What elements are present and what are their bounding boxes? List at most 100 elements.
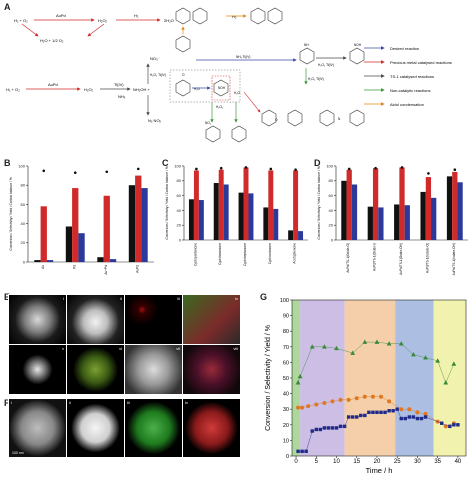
x-tick-label: 5 [315,459,319,465]
bar [243,167,249,240]
panel-label-f: F [4,398,10,408]
legend-precious-metal: Precious metal catalysed reactions [390,60,452,65]
eds-overlay-e-iv: iv [182,294,241,345]
panel-label-c: C [162,158,169,168]
data-point [386,341,392,346]
data-point [330,399,335,404]
bar [431,197,437,240]
data-point [362,339,368,344]
data-point [297,373,303,379]
panel-label-d: D [314,158,321,168]
tem-image-e-ii: ii [66,294,125,345]
chart-c: 0 20 40 60 80 100 Conversion / Selectivity / Y… [165,163,308,266]
cell-label: i [11,400,12,405]
data-point [322,400,327,405]
data-point [306,404,311,409]
marker-point [244,166,248,169]
data-point [383,410,387,415]
data-point [300,405,305,410]
oxime-label-a: NOH [218,86,226,90]
data-point [314,427,318,432]
data-point [391,409,395,413]
bar [346,169,352,240]
data-point [314,402,319,407]
y-tick-label: 100 [280,298,289,304]
bar [425,177,432,240]
legend-desired: Desired reaction [390,46,419,51]
bar [109,259,117,262]
bar [65,226,73,262]
data-point [359,413,363,418]
data-point [387,409,391,413]
top-water: 2H₂O [164,18,174,23]
cell-label: i [63,296,64,301]
x-tick-label: 25 [394,459,401,465]
marker-point [269,167,273,171]
ti-label-c: H₂O₂ Ti(IV) [308,77,324,81]
y-tick-label: 40 [21,221,26,226]
oxime-label-b: NOH [354,43,362,47]
bar [135,175,142,262]
nh3-ti-label: NH₃ Ti(IV) [236,55,250,59]
marker-point [136,167,140,171]
data-point [338,397,343,402]
tem-image-e-vii: vii [124,344,183,395]
data-point [355,415,359,419]
data-point [296,405,301,410]
bar [288,230,294,240]
top-decomposition: H₂O + 1/2 O₂ [40,38,64,43]
peroxide-o: O [275,118,278,122]
mid-catalyst: AuPd [48,82,58,87]
y-tick-label: 50 [283,376,289,382]
category-label: Pd [72,265,76,269]
panel-label-a: A [4,2,11,12]
category-label: AuPd/TS-1(Iodate-O) [425,243,429,273]
data-point [310,429,314,433]
data-point [296,449,300,454]
bar [78,233,85,262]
bar [128,185,136,262]
bar [218,169,224,240]
y-tick-label: 60 [21,202,26,207]
tem-image-f-i: i 100 nm [8,398,67,458]
azine-n: N [338,117,341,121]
data-point [415,410,420,415]
x-axis-label: Time / h [366,466,393,475]
data-point [354,396,359,401]
category-label: AuPd/TS-1(Iodate-OH) [452,243,456,275]
category-label: Cyclopentanone [193,243,197,266]
cell-label: vii [176,346,180,351]
bar [97,257,104,262]
bar [263,207,269,240]
time-band [433,300,466,456]
marker-point [294,168,297,171]
data-point [295,380,301,385]
y-tick-label: 100 [326,163,333,168]
time-band [395,300,434,456]
eds-map-f-iv: iv [182,398,241,458]
panel-label-b: B [4,158,11,168]
data-point [338,424,343,429]
data-point [423,411,428,416]
category-label: Cyclooctanone [268,243,272,264]
data-point [322,426,327,430]
panel-label-g: G [260,292,268,302]
y-axis-label: Conversion / Selectivity / Yield / Carbo… [165,166,169,240]
eds-map-e-viii: viii [182,344,241,395]
category-label: AuPd [135,265,139,273]
y-tick-label: 80 [177,178,182,183]
data-point [300,449,304,454]
y-tick-label: 80 [283,329,289,335]
cell-label: iv [185,400,188,405]
category-label: AuPd/TS-1(Oxide-I) [373,243,377,271]
y-tick-label: 90 [283,314,289,320]
bar [452,171,458,240]
marker-point [347,167,351,171]
data-point [342,424,347,429]
cell-label: iii [177,296,180,301]
data-point [419,416,424,421]
nitrogen-products: N₂ NOₓ [148,118,162,123]
eds-map-f-iii: iii [124,398,183,458]
data-point [415,416,420,421]
chart-d: 0 20 40 60 80 100 Conversion / Selectivity / Y… [317,163,468,275]
